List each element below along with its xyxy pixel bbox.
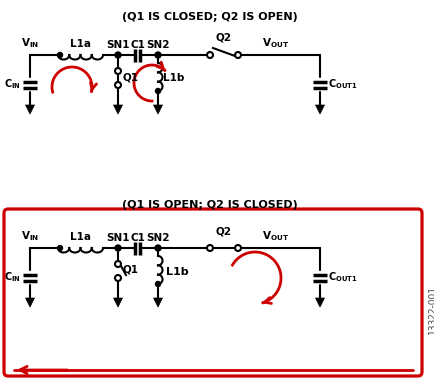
Circle shape [115,245,121,251]
Text: $\mathbf{C_{IN}}$: $\mathbf{C_{IN}}$ [4,77,21,91]
Polygon shape [315,298,324,307]
Polygon shape [26,298,34,307]
Text: Q1: Q1 [123,265,139,275]
Text: (Q1 IS OPEN; Q2 IS CLOSED): (Q1 IS OPEN; Q2 IS CLOSED) [122,200,297,210]
Circle shape [57,53,62,58]
Text: $\mathbf{C_{OUT1}}$: $\mathbf{C_{OUT1}}$ [327,270,357,284]
Text: $\mathbf{C_{IN}}$: $\mathbf{C_{IN}}$ [4,270,21,284]
Text: 13322-001: 13322-001 [427,285,434,334]
Text: Q2: Q2 [216,33,231,43]
Text: $\mathbf{V_{OUT}}$: $\mathbf{V_{OUT}}$ [261,229,289,243]
Text: $\mathbf{C_{OUT1}}$: $\mathbf{C_{OUT1}}$ [327,77,357,91]
Text: $\mathbf{V_{OUT}}$: $\mathbf{V_{OUT}}$ [261,36,289,50]
Text: L1a: L1a [70,232,91,242]
Text: Q1: Q1 [123,72,139,82]
Circle shape [155,88,160,93]
Circle shape [155,281,160,286]
Polygon shape [153,105,162,114]
Polygon shape [26,105,34,114]
Polygon shape [113,105,122,114]
Circle shape [155,52,161,58]
Polygon shape [113,298,122,307]
Text: L1b: L1b [166,267,188,277]
Text: SN2: SN2 [146,233,169,243]
Text: C1: C1 [130,40,145,50]
Polygon shape [315,105,324,114]
Polygon shape [153,298,162,307]
Text: L1b: L1b [163,73,184,83]
Text: Q2: Q2 [216,226,231,236]
Text: C1: C1 [130,233,145,243]
Circle shape [155,245,161,251]
Text: SN1: SN1 [106,233,129,243]
Text: SN1: SN1 [106,40,129,50]
Text: $\mathbf{V_{IN}}$: $\mathbf{V_{IN}}$ [21,36,39,50]
Text: (Q1 IS CLOSED; Q2 IS OPEN): (Q1 IS CLOSED; Q2 IS OPEN) [122,12,297,22]
Text: SN2: SN2 [146,40,169,50]
Text: $\mathbf{V_{IN}}$: $\mathbf{V_{IN}}$ [21,229,39,243]
Circle shape [115,52,121,58]
Circle shape [57,245,62,250]
Text: L1a: L1a [70,39,91,49]
